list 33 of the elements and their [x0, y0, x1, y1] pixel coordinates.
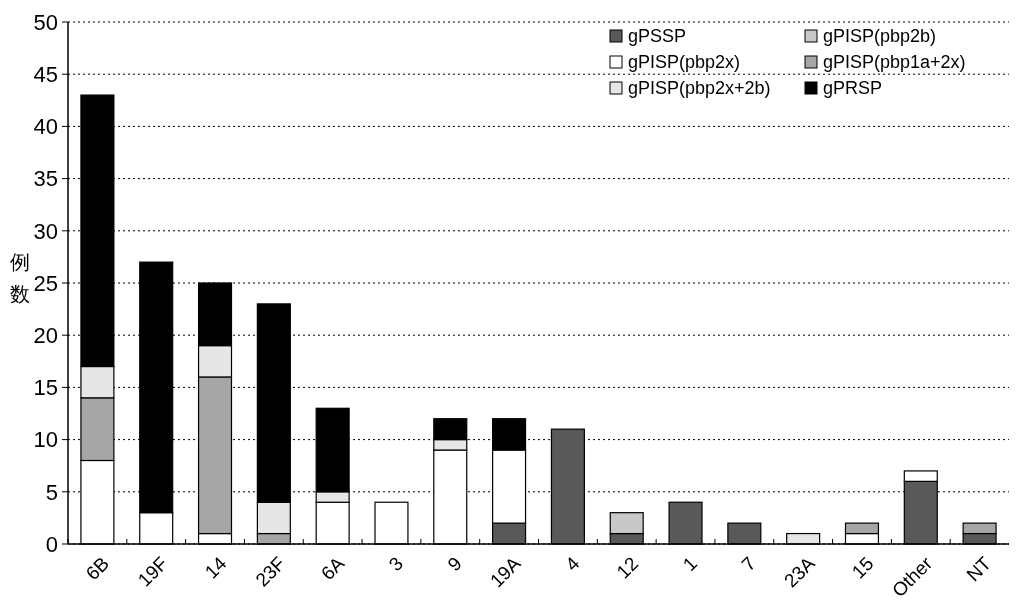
x-tick-label: 19F: [133, 552, 172, 591]
x-tick-label: 3: [384, 552, 407, 576]
y-tick-label: 40: [33, 114, 58, 140]
y-tick-label: 35: [33, 166, 58, 192]
y-tick-label: 10: [33, 427, 58, 453]
legend-label: gPRSP: [823, 78, 883, 99]
x-tick-label: 6B: [81, 552, 113, 584]
y-tick-label: 5: [45, 479, 58, 505]
x-tick-label: 4: [561, 552, 584, 576]
x-tick-label: 9: [443, 552, 466, 576]
y-tick-label: 45: [33, 61, 58, 87]
x-tick-label: 19A: [485, 552, 525, 592]
y-tick-label: 20: [33, 322, 58, 348]
x-tick-label: 14: [200, 552, 231, 583]
y-tick-label: 50: [33, 9, 58, 35]
legend-label: gPISP(pbp2b): [823, 26, 937, 47]
x-tick-label: 6A: [316, 552, 349, 584]
legend-label: gPISP(pbp2x+2b): [628, 78, 771, 99]
x-tick-label: 23F: [251, 552, 290, 591]
y-axis-title: 例数: [10, 251, 30, 305]
x-tick-label: NT: [962, 552, 996, 586]
x-tick-label: 12: [612, 552, 643, 583]
y-tick-label: 30: [33, 218, 58, 244]
x-tick-label: 7: [737, 552, 760, 576]
legend-label: gPISP(pbp1a+2x): [823, 52, 966, 73]
x-tick-label: 15: [847, 552, 878, 583]
x-tick-label: 23A: [779, 552, 819, 592]
legend-label: gPSSP: [628, 26, 687, 47]
y-tick-label: 15: [33, 375, 58, 401]
legend-label: gPISP(pbp2x): [628, 52, 741, 73]
y-tick-label: 25: [33, 270, 58, 296]
x-tick-label: 1: [678, 552, 702, 576]
y-tick-label: 0: [45, 531, 58, 557]
